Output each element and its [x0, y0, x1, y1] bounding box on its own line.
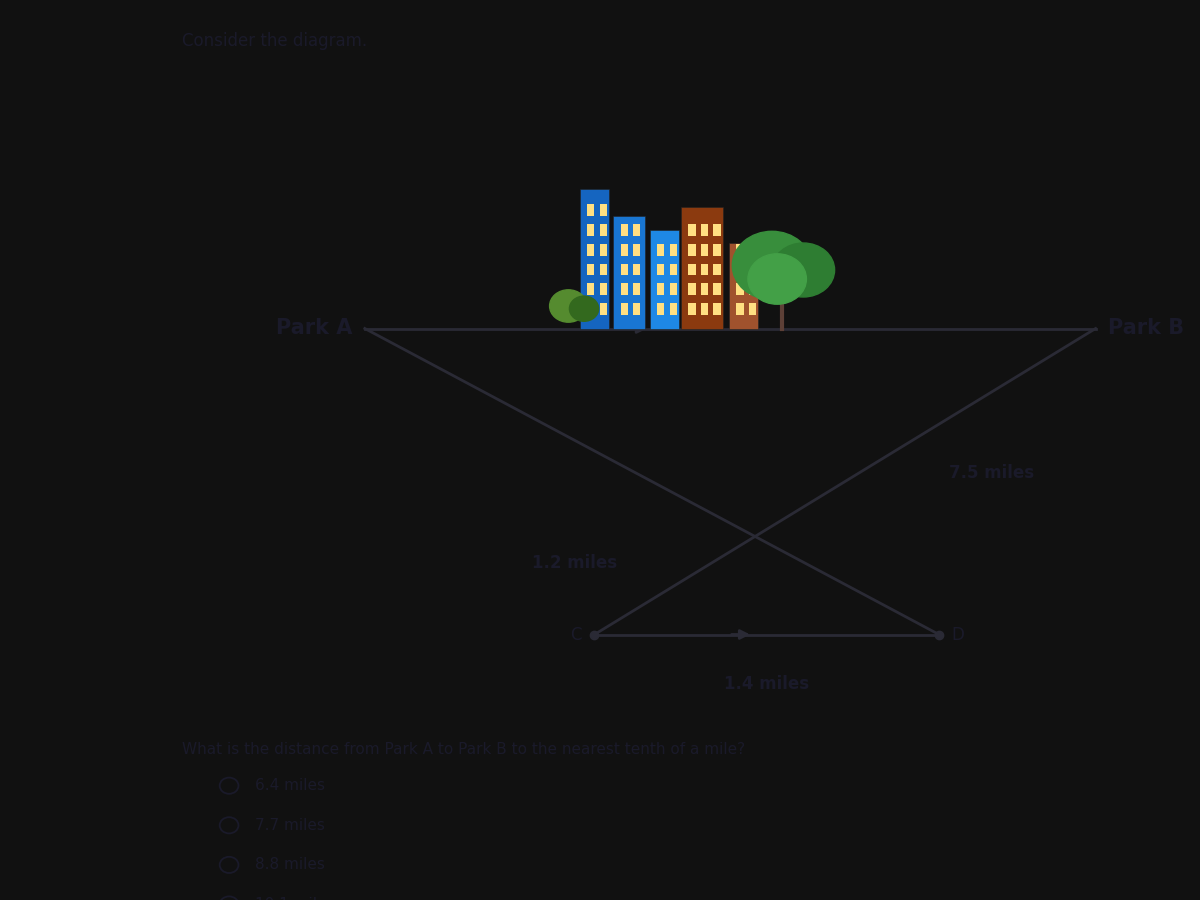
Bar: [689, 224, 696, 236]
Bar: [737, 303, 744, 315]
Text: 1.4 miles: 1.4 miles: [724, 675, 809, 693]
Bar: [658, 284, 665, 295]
Text: What is the distance from Park A to Park B to the nearest tenth of a mile?: What is the distance from Park A to Park…: [182, 742, 745, 758]
Bar: [634, 224, 641, 236]
Text: 8.8 miles: 8.8 miles: [256, 858, 325, 872]
Bar: [714, 303, 721, 315]
Circle shape: [732, 231, 811, 300]
Text: 10.1 miles: 10.1 miles: [256, 897, 335, 900]
Bar: [600, 264, 607, 275]
Bar: [634, 303, 641, 315]
Bar: [689, 284, 696, 295]
Bar: [701, 284, 708, 295]
Circle shape: [772, 243, 835, 297]
Bar: [730, 243, 758, 328]
Bar: [587, 204, 594, 216]
Bar: [670, 303, 677, 315]
Bar: [689, 303, 696, 315]
Circle shape: [550, 290, 587, 322]
Bar: [658, 264, 665, 275]
Bar: [587, 284, 594, 295]
Bar: [701, 224, 708, 236]
Bar: [620, 303, 628, 315]
Text: Park B: Park B: [1108, 319, 1184, 338]
Bar: [580, 189, 610, 328]
Bar: [600, 204, 607, 216]
Bar: [749, 303, 756, 315]
Bar: [587, 244, 594, 256]
Bar: [714, 284, 721, 295]
Bar: [701, 244, 708, 256]
Bar: [600, 244, 607, 256]
Bar: [749, 264, 756, 275]
Bar: [620, 244, 628, 256]
Bar: [620, 264, 628, 275]
Bar: [670, 244, 677, 256]
Bar: [749, 244, 756, 256]
Text: C: C: [570, 626, 582, 644]
Bar: [650, 230, 679, 328]
Bar: [620, 284, 628, 295]
Bar: [587, 224, 594, 236]
Bar: [701, 264, 708, 275]
Bar: [714, 264, 721, 275]
Bar: [658, 303, 665, 315]
Text: 7.7 miles: 7.7 miles: [256, 818, 325, 832]
Bar: [682, 207, 722, 328]
Bar: [658, 244, 665, 256]
Bar: [689, 244, 696, 256]
Bar: [600, 284, 607, 295]
Text: 6.4 miles: 6.4 miles: [256, 778, 325, 793]
Text: Park A: Park A: [276, 319, 353, 338]
Bar: [634, 284, 641, 295]
Bar: [689, 264, 696, 275]
Bar: [714, 244, 721, 256]
Bar: [634, 244, 641, 256]
Bar: [737, 244, 744, 256]
Bar: [749, 284, 756, 295]
Bar: [587, 303, 594, 315]
Bar: [600, 224, 607, 236]
Bar: [620, 224, 628, 236]
Bar: [670, 264, 677, 275]
Bar: [701, 303, 708, 315]
Circle shape: [570, 296, 599, 321]
Bar: [600, 303, 607, 315]
Bar: [670, 284, 677, 295]
Bar: [634, 264, 641, 275]
Text: Consider the diagram.: Consider the diagram.: [182, 32, 367, 50]
Bar: [613, 216, 644, 328]
Text: 7.5 miles: 7.5 miles: [949, 464, 1034, 482]
Text: D: D: [952, 626, 965, 644]
Bar: [737, 264, 744, 275]
Bar: [714, 224, 721, 236]
Text: 1.2 miles: 1.2 miles: [532, 554, 617, 572]
Circle shape: [748, 254, 806, 304]
Bar: [587, 264, 594, 275]
Bar: [737, 284, 744, 295]
